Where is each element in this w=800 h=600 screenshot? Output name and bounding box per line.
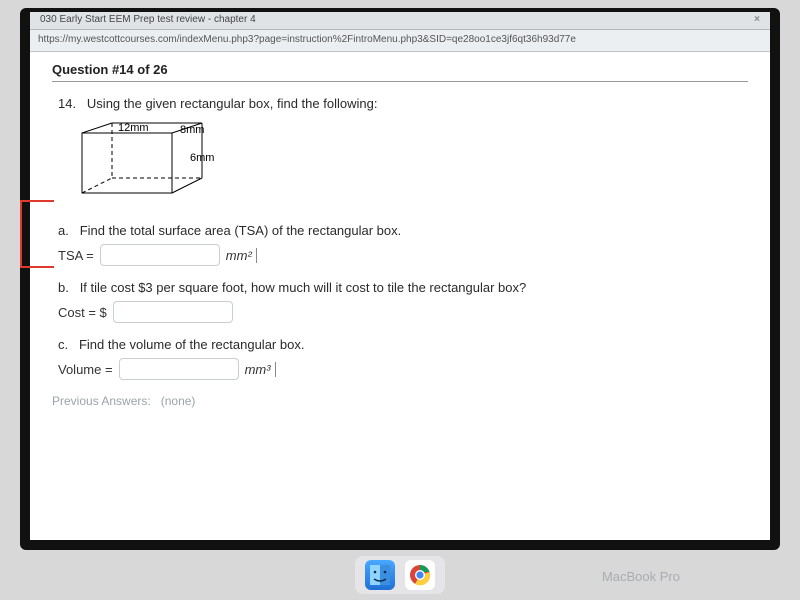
page-content: Question #14 of 26 14. Using the given r… [30,52,770,540]
part-a-answer-row: TSA = mm² [58,244,748,266]
device-label: MacBook Pro [602,569,680,584]
laptop-screen: 030 Early Start EEM Prep test review - c… [20,8,780,550]
cost-label: Cost = $ [58,305,107,320]
close-icon[interactable]: × [754,14,760,25]
cost-input[interactable] [113,301,233,323]
question-prompt: 14. Using the given rectangular box, fin… [58,96,748,111]
tsa-label: TSA = [58,248,94,263]
part-a: a. Find the total surface area (TSA) of … [58,223,748,238]
dim-height-label: 6mm [190,152,214,164]
part-b-text: If tile cost $3 per square foot, how muc… [80,280,527,295]
chrome-icon[interactable] [405,560,435,590]
part-c-label: c. [58,337,68,352]
url-text: https://my.westcottcourses.com/indexMenu… [38,34,576,45]
part-b: b. If tile cost $3 per square foot, how … [58,280,748,295]
question-header: Question #14 of 26 [52,62,748,82]
dim-length-label: 12mm [118,122,149,134]
part-c-answer-row: Volume = mm³ [58,358,748,380]
tsa-input[interactable] [100,244,220,266]
previous-answers: Previous Answers: (none) [52,394,748,408]
question-number: 14. [58,96,76,111]
macos-dock[interactable] [355,556,445,594]
tab-title[interactable]: 030 Early Start EEM Prep test review - c… [40,14,256,25]
photo-artifact-cursor [20,200,54,268]
address-bar[interactable]: https://my.westcottcourses.com/indexMenu… [30,30,770,52]
part-c-text: Find the volume of the rectangular box. [79,337,304,352]
dim-width-label: 8mm [180,124,204,136]
prev-ans-label: Previous Answers: [52,394,151,408]
volume-label: Volume = [58,362,113,377]
volume-unit: mm³ [245,362,276,377]
part-c: c. Find the volume of the rectangular bo… [58,337,748,352]
part-a-text: Find the total surface area (TSA) of the… [80,223,402,238]
volume-input[interactable] [119,358,239,380]
browser-tab-strip: 030 Early Start EEM Prep test review - c… [30,12,770,30]
tsa-unit: mm² [226,248,257,263]
finder-icon[interactable] [365,560,395,590]
part-b-answer-row: Cost = $ [58,301,748,323]
prev-ans-value: (none) [161,394,196,408]
box-svg: 12mm 8mm 6mm [72,121,242,206]
question-prompt-text: Using the given rectangular box, find th… [87,96,378,111]
part-a-label: a. [58,223,69,238]
rect-box-diagram: 12mm 8mm 6mm [72,121,748,209]
part-b-label: b. [58,280,69,295]
